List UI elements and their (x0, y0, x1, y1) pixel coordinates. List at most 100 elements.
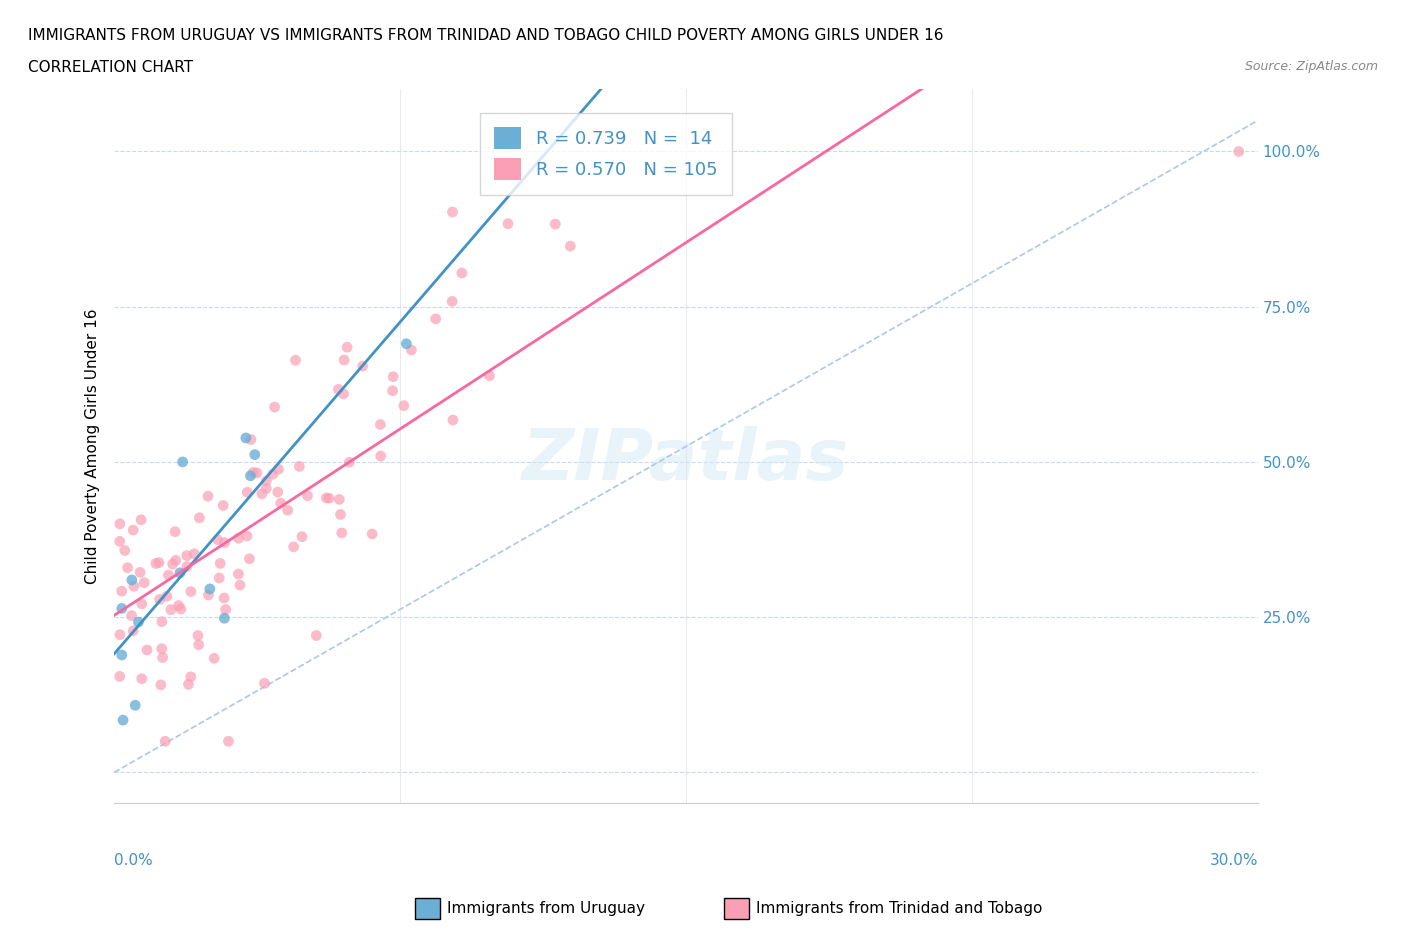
Point (149, 677, 172, 692)
Point (1227, 144, 1250, 159)
Point (253, 676, 276, 691)
Point (122, 578, 145, 593)
Text: Source: ZipAtlas.com: Source: ZipAtlas.com (1244, 60, 1378, 73)
Point (297, 488, 319, 503)
Text: Immigrants from Trinidad and Tobago: Immigrants from Trinidad and Tobago (756, 901, 1043, 916)
Text: 0.0%: 0.0% (114, 854, 153, 869)
Point (108, 534, 131, 549)
Legend: R = 0.739   N =  14, R = 0.570   N = 105: R = 0.739 N = 14, R = 0.570 N = 105 (479, 113, 733, 194)
Point (336, 339, 359, 354)
Point (134, 576, 156, 591)
Point (121, 573, 143, 588)
Point (176, 548, 198, 563)
Point (169, 565, 191, 580)
Point (212, 498, 235, 513)
Point (197, 588, 219, 603)
Point (254, 473, 277, 488)
Point (315, 490, 337, 505)
Point (332, 387, 354, 402)
Point (235, 431, 257, 445)
Point (162, 557, 184, 572)
Point (208, 571, 231, 586)
Point (165, 525, 187, 539)
Point (361, 526, 384, 541)
Point (267, 462, 290, 477)
Point (238, 551, 260, 566)
Point (148, 555, 170, 570)
Point (243, 447, 266, 462)
Point (108, 627, 131, 642)
Point (395, 337, 418, 352)
Point (217, 734, 239, 749)
Point (165, 553, 187, 568)
Point (283, 539, 305, 554)
Point (239, 469, 262, 484)
Point (167, 598, 190, 613)
Point (392, 398, 415, 413)
Point (250, 486, 273, 501)
Point (197, 489, 219, 504)
Point (478, 368, 501, 383)
Point (328, 382, 350, 397)
Point (305, 628, 328, 643)
Point (111, 601, 134, 616)
Text: 30.0%: 30.0% (1209, 854, 1258, 869)
Point (330, 525, 353, 540)
Text: Immigrants from Uruguay: Immigrants from Uruguay (447, 901, 645, 916)
Point (129, 512, 152, 527)
Point (176, 559, 198, 574)
Point (209, 556, 232, 571)
Point (212, 591, 235, 605)
Point (150, 642, 173, 657)
Point (122, 623, 145, 638)
Point (382, 369, 405, 384)
Point (236, 485, 259, 499)
Point (114, 543, 136, 558)
Point (254, 481, 277, 496)
Point (284, 352, 307, 367)
Text: ZIPatlas: ZIPatlas (522, 426, 849, 495)
Point (270, 496, 292, 511)
Point (187, 628, 209, 643)
Point (180, 670, 202, 684)
Point (288, 459, 311, 474)
Point (149, 591, 172, 606)
Point (111, 712, 134, 727)
Point (108, 516, 131, 531)
Point (111, 584, 134, 599)
Point (131, 671, 153, 686)
Point (214, 602, 236, 617)
Point (337, 455, 360, 470)
Point (214, 611, 236, 626)
Point (496, 216, 519, 231)
Point (381, 383, 404, 398)
Y-axis label: Child Poverty Among Girls Under 16: Child Poverty Among Girls Under 16 (86, 309, 100, 584)
Point (121, 608, 143, 623)
Point (127, 615, 149, 630)
Point (187, 637, 209, 652)
Point (425, 312, 447, 326)
Point (240, 432, 263, 447)
Point (145, 556, 167, 571)
Point (401, 342, 423, 357)
Point (333, 352, 356, 367)
Point (352, 359, 374, 374)
Point (262, 467, 284, 482)
Point (441, 294, 464, 309)
Point (183, 547, 205, 562)
Point (180, 584, 202, 599)
Point (263, 400, 285, 415)
Point (277, 503, 299, 518)
Point (228, 531, 250, 546)
Point (172, 455, 194, 470)
Point (111, 647, 134, 662)
Point (160, 603, 183, 618)
Point (328, 492, 350, 507)
Point (214, 535, 236, 550)
Point (150, 614, 173, 629)
Point (267, 485, 290, 499)
Point (177, 677, 200, 692)
Point (229, 578, 252, 592)
Point (329, 507, 352, 522)
Point (291, 529, 314, 544)
